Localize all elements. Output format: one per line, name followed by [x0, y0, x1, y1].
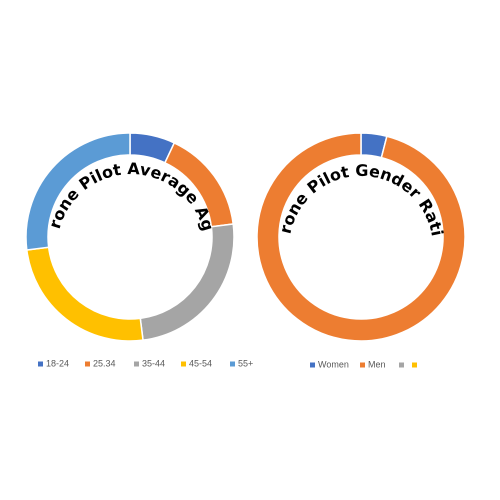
- legend-swatch: [38, 361, 43, 367]
- legend-label: 55+: [238, 358, 253, 368]
- legend-swatch: [134, 361, 139, 367]
- legend-label: 35-44: [142, 358, 165, 368]
- legend-swatch: [181, 361, 186, 367]
- legend-label: 25.34: [93, 358, 116, 368]
- legend-swatch: [412, 362, 417, 368]
- legend-label: 45-54: [189, 358, 212, 368]
- legend-swatch: [399, 362, 404, 368]
- legend-label: 18-24: [46, 358, 69, 368]
- legend-swatch: [230, 361, 235, 367]
- donut-segment: [25, 132, 131, 251]
- donut-segment: [256, 132, 466, 342]
- legend-swatch: [310, 362, 315, 368]
- legend-label: Women: [318, 359, 349, 369]
- donut-segment: [139, 223, 235, 342]
- legend-swatch: [360, 362, 365, 368]
- donut-segment: [25, 246, 144, 342]
- chart-title: Drone Pilot Average Age: [0, 0, 218, 233]
- legend-label: Men: [368, 359, 386, 369]
- legend-swatch: [85, 361, 90, 367]
- chart-title-path: Drone Pilot Average Age: [0, 0, 218, 233]
